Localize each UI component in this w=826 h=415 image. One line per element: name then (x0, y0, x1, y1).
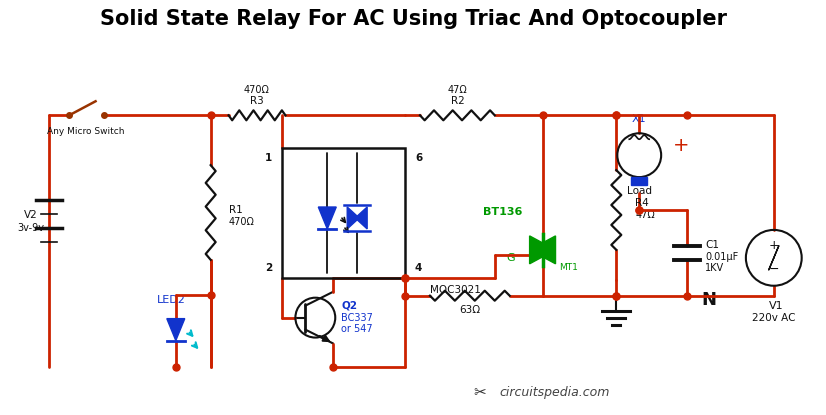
Text: N: N (701, 290, 716, 309)
Text: MT1: MT1 (559, 263, 578, 272)
Text: Load: Load (627, 186, 652, 196)
Text: 3v-9v: 3v-9v (18, 223, 45, 233)
Text: 47Ω: 47Ω (448, 85, 468, 95)
Text: 4: 4 (415, 263, 422, 273)
Polygon shape (355, 207, 367, 229)
Text: C1: C1 (705, 240, 719, 250)
Polygon shape (318, 207, 336, 229)
Text: Solid State Relay For AC Using Triac And Optocoupler: Solid State Relay For AC Using Triac And… (99, 9, 727, 29)
Text: 470Ω: 470Ω (244, 85, 269, 95)
Text: R4: R4 (635, 198, 649, 208)
Text: Any Micro Switch: Any Micro Switch (47, 127, 125, 136)
Text: +: + (768, 239, 779, 252)
Text: V1: V1 (768, 301, 783, 311)
Text: X1: X1 (632, 114, 647, 124)
Text: circuitspedia.com: circuitspedia.com (500, 386, 610, 399)
Text: 2: 2 (265, 263, 273, 273)
Bar (282, 148, 405, 278)
Text: R3: R3 (249, 96, 263, 106)
Polygon shape (529, 236, 556, 264)
Bar (631, 177, 648, 185)
Text: 1KV: 1KV (705, 263, 724, 273)
Polygon shape (167, 319, 185, 341)
Text: −: − (768, 263, 779, 276)
Text: LED2: LED2 (156, 295, 185, 305)
Polygon shape (529, 236, 556, 264)
Text: 0.01μF: 0.01μF (705, 252, 738, 262)
Text: V2: V2 (25, 210, 38, 220)
Text: 63Ω: 63Ω (459, 305, 481, 315)
Text: MOC3021: MOC3021 (430, 285, 481, 295)
Text: R2: R2 (451, 96, 465, 106)
Text: +: + (673, 136, 690, 155)
Text: BT136: BT136 (483, 207, 522, 217)
Text: or 547: or 547 (341, 324, 373, 334)
Text: ✂: ✂ (473, 385, 487, 400)
Text: 220v AC: 220v AC (752, 312, 795, 322)
Text: G: G (506, 253, 515, 263)
Text: Q2: Q2 (341, 301, 357, 311)
Text: R1: R1 (229, 205, 242, 215)
Text: 470Ω: 470Ω (229, 217, 254, 227)
Text: 1: 1 (265, 153, 273, 163)
Polygon shape (347, 207, 359, 229)
Text: 6: 6 (415, 153, 422, 163)
Text: BC337: BC337 (341, 312, 373, 322)
Text: 47Ω: 47Ω (635, 210, 655, 220)
